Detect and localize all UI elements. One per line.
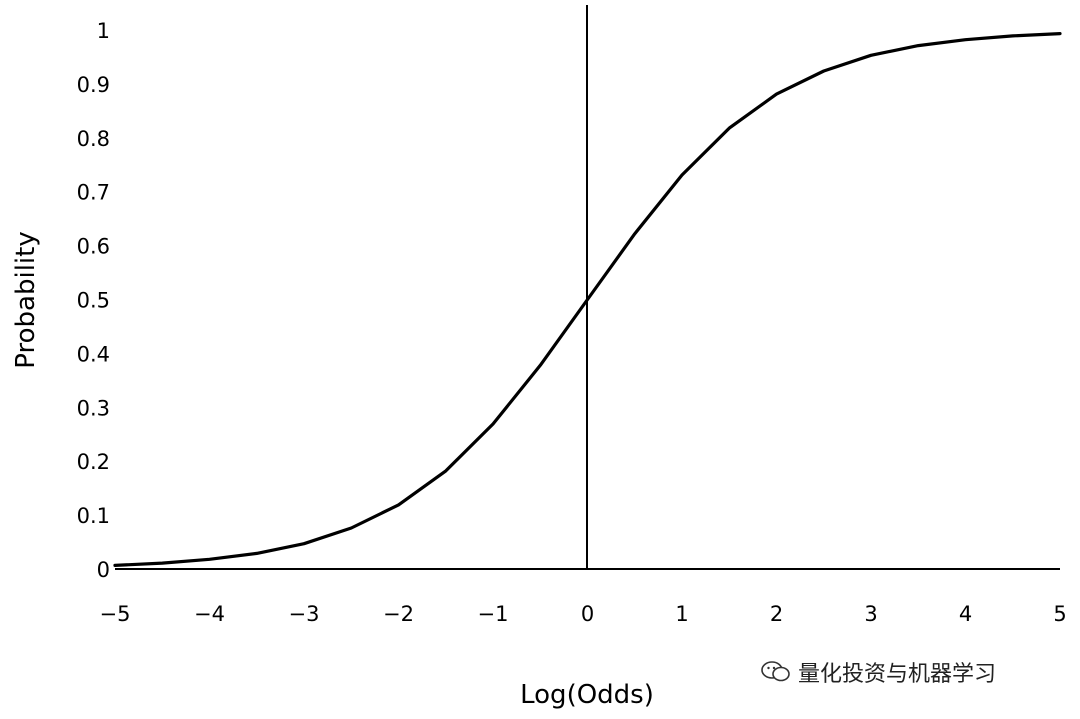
- wechat-icon: [761, 661, 790, 682]
- y-tick-label: 0.6: [77, 235, 110, 259]
- y-tick-labels: 0 0.1 0.2 0.3 0.4 0.5 0.6 0.7 0.8 0.9 1: [77, 19, 110, 582]
- y-tick-label: 0.3: [77, 396, 110, 420]
- y-tick-label: 0.1: [77, 504, 110, 528]
- x-tick-label: 1: [675, 602, 688, 626]
- y-tick-label: 0.4: [77, 342, 110, 366]
- y-tick-label: 1: [97, 19, 110, 43]
- x-axis-title: Log(Odds): [520, 680, 654, 710]
- x-tick-label: −5: [100, 602, 131, 626]
- watermark: 量化投资与机器学习: [760, 656, 996, 688]
- x-tick-label: −3: [289, 602, 320, 626]
- y-tick-label: 0: [97, 558, 110, 582]
- x-tick-label: −4: [194, 602, 225, 626]
- y-tick-label: 0.2: [77, 450, 110, 474]
- y-tick-label: 0.9: [77, 73, 110, 97]
- y-tick-label: 0.8: [77, 127, 110, 151]
- x-tick-label: −1: [478, 602, 509, 626]
- x-tick-label: 2: [770, 602, 783, 626]
- x-tick-label: 4: [959, 602, 972, 626]
- y-tick-label: 0.5: [77, 289, 110, 313]
- sigmoid-curve: [113, 32, 1062, 567]
- x-tick-label: 0: [581, 602, 594, 626]
- x-tick-label: 5: [1053, 602, 1066, 626]
- x-tick-labels: −5 −4 −3 −2 −1 0 1 2 3 4 5: [100, 602, 1067, 626]
- y-tick-label: 0.7: [77, 181, 110, 205]
- x-tick-label: −2: [383, 602, 414, 626]
- y-axis-title: Probability: [11, 231, 41, 368]
- x-tick-label: 3: [864, 602, 877, 626]
- watermark-text: 量化投资与机器学习: [798, 662, 997, 687]
